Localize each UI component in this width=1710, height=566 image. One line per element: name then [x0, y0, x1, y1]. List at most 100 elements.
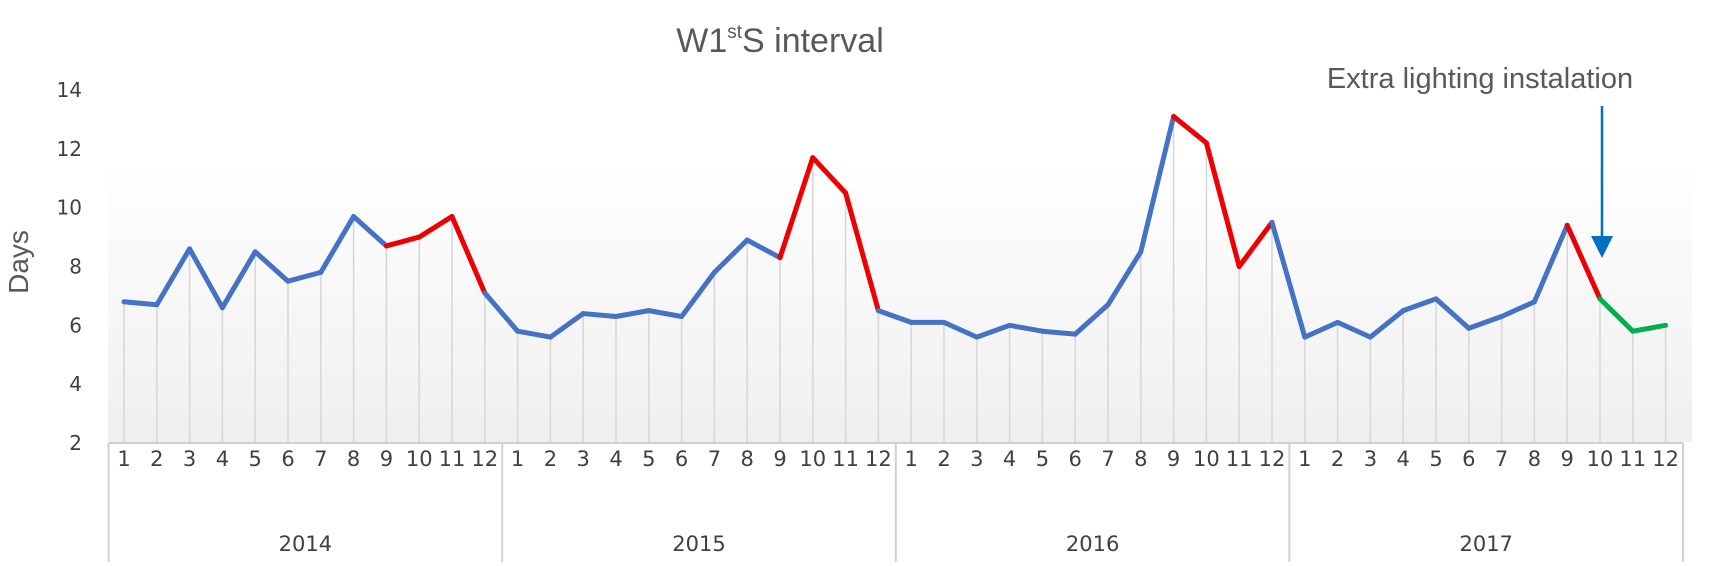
y-axis-label: Days	[3, 230, 34, 294]
series-segment	[449, 213, 488, 296]
x-tick-label: 3	[1364, 447, 1377, 471]
x-tick-label: 11	[1226, 447, 1253, 471]
title-rest: S interval	[742, 22, 884, 60]
x-tick-label: 2	[544, 447, 557, 471]
x-tick-label: 2	[937, 447, 950, 471]
x-tick-label: 11	[1619, 447, 1646, 471]
series-segment	[1236, 219, 1275, 269]
x-tick-label: 2	[150, 447, 163, 471]
x-tick-label: 12	[1259, 447, 1286, 471]
series-segment	[1203, 140, 1242, 269]
series-segment	[547, 311, 586, 340]
x-tick-label: 1	[117, 447, 130, 471]
series-segment	[1171, 113, 1209, 146]
series-segment	[1105, 249, 1144, 308]
x-tick-label: 9	[1167, 447, 1180, 471]
series-line	[121, 113, 1669, 340]
x-tick-label: 7	[1101, 447, 1114, 471]
series-segment	[679, 269, 717, 320]
y-tick-label: 10	[57, 196, 82, 220]
series-segment	[646, 308, 685, 320]
x-tick-label: 8	[1134, 447, 1147, 471]
y-tick-label: 2	[69, 431, 82, 455]
x-tick-label: 12	[1652, 447, 1679, 471]
series-segment	[777, 155, 816, 261]
series-segment	[1138, 113, 1177, 255]
x-tick-label: 5	[1036, 447, 1049, 471]
y-tick-labels: 2 4 6 8 10 12 14	[57, 78, 82, 455]
x-tick-label: 1	[511, 447, 524, 471]
x-tick-label: 10	[406, 447, 433, 471]
x-tick-label: 11	[832, 447, 859, 471]
year-label: 2014	[279, 532, 332, 556]
x-tick-label: 5	[249, 447, 262, 471]
series-segment	[121, 299, 160, 308]
drop-lines	[123, 116, 1667, 443]
series-segment	[252, 249, 291, 284]
series-segment	[711, 237, 750, 275]
x-tick-label: 9	[380, 447, 393, 471]
x-tick-label: 6	[1069, 447, 1082, 471]
x-tick-label: 8	[1528, 447, 1541, 471]
annotation: Extra lighting instalation	[1327, 63, 1633, 258]
y-tick-label: 14	[57, 78, 82, 102]
x-tick-label: 12	[471, 447, 498, 471]
series-segment	[1630, 322, 1669, 334]
x-tick-label: 4	[216, 447, 229, 471]
x-tick-label: 3	[577, 447, 590, 471]
series-segment	[219, 249, 258, 311]
series-segment	[1531, 222, 1570, 305]
title-superscript: st	[727, 22, 743, 43]
series-segment	[1335, 319, 1373, 340]
series-segment	[318, 213, 357, 275]
series-segment	[580, 311, 619, 320]
x-tick-label: 5	[642, 447, 655, 471]
x-tick-label: 12	[865, 447, 892, 471]
x-tick-label: 11	[439, 447, 466, 471]
x-tick-label: 6	[1462, 447, 1475, 471]
x-tick-label: 1	[905, 447, 918, 471]
series-segment	[1433, 296, 1472, 331]
x-tick-label: 10	[799, 447, 826, 471]
series-segment	[744, 237, 783, 261]
series-segment	[1039, 328, 1078, 337]
series-segment	[383, 234, 422, 249]
series-segment	[482, 290, 521, 334]
x-tick-label: 7	[708, 447, 721, 471]
x-tick-label: 6	[675, 447, 688, 471]
x-tick-label: 7	[1495, 447, 1508, 471]
series-segment	[1007, 322, 1045, 334]
series-segment	[1466, 314, 1505, 331]
series-segment	[285, 269, 324, 284]
x-tick-label: 10	[1193, 447, 1220, 471]
series-segment	[1072, 302, 1111, 337]
x-tick-label: 8	[741, 447, 754, 471]
x-tick-label: 9	[773, 447, 786, 471]
year-label: 2015	[672, 532, 725, 556]
series-segment	[1269, 219, 1308, 340]
x-tick-label: 9	[1561, 447, 1574, 471]
series-segment	[1400, 296, 1439, 314]
series-segment	[187, 246, 225, 311]
series-segment	[515, 328, 553, 340]
x-tick-label: 4	[609, 447, 622, 471]
series-segment	[974, 322, 1013, 340]
series-segment	[613, 308, 652, 320]
y-tick-label: 4	[69, 372, 82, 396]
x-tick-label: 8	[347, 447, 360, 471]
y-tick-label: 12	[57, 137, 82, 161]
x-tick-label: 3	[970, 447, 983, 471]
chart-title: W1stS interval	[676, 22, 884, 60]
series-segment	[154, 246, 193, 308]
annotation-text: Extra lighting instalation	[1327, 63, 1633, 95]
x-tick-label: 2	[1331, 447, 1344, 471]
series-segment	[1564, 222, 1603, 302]
series-segment	[1367, 308, 1406, 340]
series-segment	[1302, 319, 1341, 340]
year-label: 2016	[1066, 532, 1119, 556]
y-tick-label: 8	[69, 255, 82, 279]
x-tick-label: 4	[1003, 447, 1016, 471]
x-tick-label: 5	[1429, 447, 1442, 471]
